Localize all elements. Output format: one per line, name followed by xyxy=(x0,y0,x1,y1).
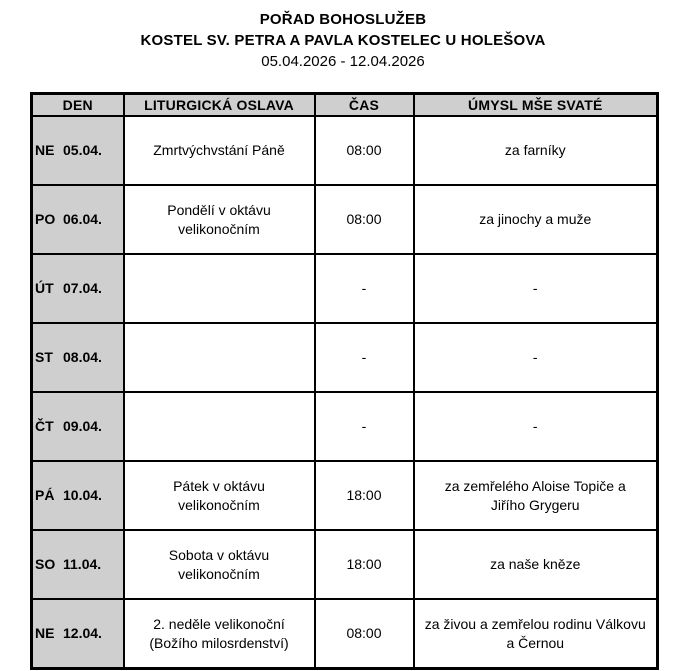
celebration-cell: Sobota v oktávu velikonočním xyxy=(122,529,316,600)
celebration-cell xyxy=(122,322,316,393)
day-cell: ST 08.04. xyxy=(30,322,125,393)
table-header-row: DEN LITURGICKÁ OSLAVA ČAS ÚMYSL MŠE SVAT… xyxy=(30,92,659,117)
column-header-day: DEN xyxy=(30,92,125,117)
document-header: POŘAD BOHOSLUŽEB KOSTEL SV. PETRA A PAVL… xyxy=(0,0,686,72)
table-row: ST 08.04. - - xyxy=(30,322,659,393)
column-header-intention: ÚMYSL MŠE SVATÉ xyxy=(412,92,659,117)
time-cell: - xyxy=(313,322,415,393)
day-abbreviation: SO xyxy=(35,556,56,572)
day-date: 10.04. xyxy=(63,487,102,503)
intention-cell: - xyxy=(412,322,659,393)
table-row: PO 06.04. Pondělí v oktávu velikonočním 0… xyxy=(30,184,659,255)
day-cell: NE 05.04. xyxy=(30,115,125,186)
celebration-cell: Pondělí v oktávu velikonočním xyxy=(122,184,316,255)
table-row: SO 11.04. Sobota v oktávu velikonočním 18… xyxy=(30,529,659,600)
day-abbreviation: NE xyxy=(35,625,55,641)
schedule-table: DEN LITURGICKÁ OSLAVA ČAS ÚMYSL MŠE SVAT… xyxy=(30,92,659,670)
date-range: 05.04.2026 - 12.04.2026 xyxy=(261,53,425,70)
column-header-time: ČAS xyxy=(313,92,415,117)
day-abbreviation: ST xyxy=(35,349,53,365)
day-date: 12.04. xyxy=(63,625,102,641)
intention-cell: - xyxy=(412,253,659,324)
celebration-cell: Pátek v oktávu velikonočním xyxy=(122,460,316,531)
intention-cell: za zemřelého Aloise Topiče a Jiřího Gryg… xyxy=(412,460,659,531)
celebration-cell xyxy=(122,253,316,324)
time-cell: 08:00 xyxy=(313,184,415,255)
time-cell: 08:00 xyxy=(313,598,415,670)
day-date: 11.04. xyxy=(63,556,102,572)
page-title: POŘAD BOHOSLUŽEB xyxy=(259,11,427,28)
intention-cell: - xyxy=(412,391,659,462)
day-cell: SO 11.04. xyxy=(30,529,125,600)
column-header-celebration: LITURGICKÁ OSLAVA xyxy=(122,92,316,117)
day-date: 05.04. xyxy=(63,142,102,158)
day-date: 08.04. xyxy=(63,349,102,365)
day-cell: NE 12.04. xyxy=(30,598,125,670)
day-abbreviation: PO xyxy=(35,211,56,227)
day-abbreviation: NE xyxy=(35,142,55,158)
day-cell: ÚT 07.04. xyxy=(30,253,125,324)
day-date: 09.04. xyxy=(63,418,102,434)
time-cell: 18:00 xyxy=(313,529,415,600)
day-date: 07.04. xyxy=(63,280,102,296)
time-cell: - xyxy=(313,391,415,462)
day-date: 06.04. xyxy=(63,211,102,227)
celebration-cell xyxy=(122,391,316,462)
day-abbreviation: PÁ xyxy=(35,487,55,503)
table-row: ÚT 07.04. - - xyxy=(30,253,659,324)
celebration-cell: Zmrtvýchvstání Páně xyxy=(122,115,316,186)
intention-cell: za naše kněze xyxy=(412,529,659,600)
page-subtitle: KOSTEL SV. PETRA A PAVLA KOSTELEC U HOLE… xyxy=(140,32,546,49)
table-row: NE 12.04. 2. neděle velikonoční (Božího m… xyxy=(30,598,659,670)
time-cell: 18:00 xyxy=(313,460,415,531)
day-cell: ČT 09.04. xyxy=(30,391,125,462)
table-row: NE 05.04. Zmrtvýchvstání Páně 08:00 za fa… xyxy=(30,115,659,186)
intention-cell: za jinochy a muže xyxy=(412,184,659,255)
celebration-cell: 2. neděle velikonoční (Božího milosrdens… xyxy=(122,598,316,670)
day-abbreviation: ČT xyxy=(35,418,54,434)
day-cell: PÁ 10.04. xyxy=(30,460,125,531)
table-row: PÁ 10.04. Pátek v oktávu velikonočním 18:… xyxy=(30,460,659,531)
time-cell: - xyxy=(313,253,415,324)
day-cell: PO 06.04. xyxy=(30,184,125,255)
table-row: ČT 09.04. - - xyxy=(30,391,659,462)
intention-cell: za živou a zemřelou rodinu Válkovu a Čer… xyxy=(412,598,659,670)
day-abbreviation: ÚT xyxy=(35,280,54,296)
time-cell: 08:00 xyxy=(313,115,415,186)
intention-cell: za farníky xyxy=(412,115,659,186)
